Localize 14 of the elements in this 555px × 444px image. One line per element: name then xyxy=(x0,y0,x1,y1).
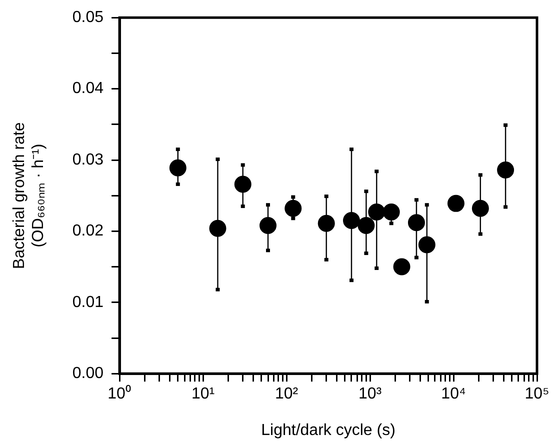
y-tick-label: 0.05 xyxy=(72,9,104,26)
x-tick-label: 10² xyxy=(274,386,299,403)
x-tick-label: 10¹ xyxy=(191,386,215,403)
y-axis-title: Bacterial growth rate (OD₆₆₀ₙₘ · h⁻¹) xyxy=(11,122,48,269)
x-axis-title: Light/dark cycle (s) xyxy=(261,422,396,439)
y-tick-label: 0.00 xyxy=(72,365,104,382)
y-tick-label: 0.04 xyxy=(72,80,104,98)
y-tick-label: 0.03 xyxy=(72,151,104,168)
x-tick-label: 10⁰ xyxy=(108,384,132,403)
x-tick-label: 10³ xyxy=(358,386,382,403)
x-tick-label: 10⁵ xyxy=(524,386,550,403)
x-tick-label: 10⁴ xyxy=(441,386,466,403)
y-tick-label: 0.02 xyxy=(72,222,104,240)
y-tick-label: 0.01 xyxy=(72,294,104,311)
